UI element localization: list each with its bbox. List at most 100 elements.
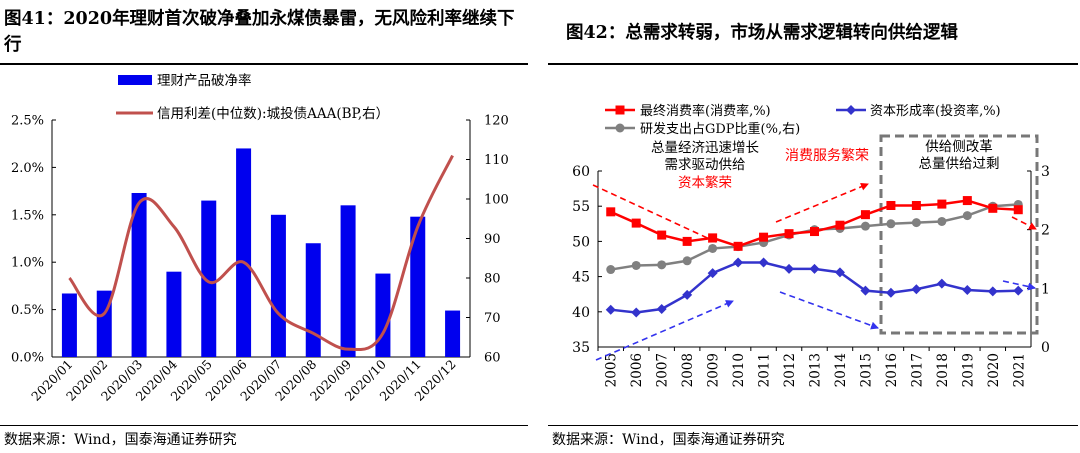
investment-marker-2020 [987, 286, 998, 297]
right-figure-title: 图42：总需求转弱，市场从需求逻辑转向供给逻辑 [566, 23, 958, 43]
left-y-tick-label: 2.0% [11, 161, 44, 176]
left-title-bold: 图41：2020 [4, 9, 113, 29]
investment-marker-2019 [962, 284, 973, 295]
investment-marker-2021 [1013, 285, 1024, 296]
rd-marker-2009 [708, 243, 718, 253]
rd-marker-2016 [886, 219, 896, 229]
rd-marker-2005 [606, 265, 616, 275]
legend-bar-label: 理财产品破净率 [157, 72, 252, 89]
rd-marker-2007 [657, 260, 667, 270]
rd-marker-2017 [911, 218, 921, 228]
right-y-tick-label: 120 [484, 114, 509, 129]
left-figure-panel: 图41：2020年理财首次破净叠加永煤债暴雷，无风险利率继续下行 0.0% 0.5… [0, 0, 530, 453]
investment-marker-2009 [707, 268, 718, 279]
right-source-note: 数据来源：Wind，国泰海通证券研究 [552, 432, 785, 448]
supply-reform-box [879, 134, 1039, 335]
right-y-tick-label: 3 [1041, 164, 1050, 180]
investment-marker-2016 [885, 287, 896, 298]
x-tick-label-2015: 2015 [858, 353, 874, 387]
x-tick-label-2010: 2010 [731, 353, 747, 387]
rd-marker-2018 [937, 216, 947, 226]
arrow-consumption-decline [592, 184, 717, 243]
right-title-rule [548, 63, 1078, 65]
bar-2020/11 [410, 216, 426, 357]
investment-marker-2010 [733, 257, 744, 268]
investment-marker-2013 [809, 263, 820, 274]
left-y-tick-label: 50 [572, 234, 590, 250]
arrow-consumption-end [1011, 216, 1037, 230]
legend-rd-label: 研发支出占GDP比重(%,右) [640, 121, 800, 137]
annotation-capital-boom: 资本繁荣 [678, 175, 732, 191]
x-tick-label-2019: 2019 [960, 353, 976, 387]
consumption-marker-2007 [657, 230, 667, 240]
investment-marker-2018 [936, 278, 947, 289]
x-tick-label-2014: 2014 [833, 353, 849, 387]
right-y-tick-label: 110 [484, 153, 509, 168]
left-source-note: 数据来源：Wind，国泰海通证券研究 [4, 432, 237, 448]
left-y-tick-label: 35 [572, 340, 590, 356]
investment-marker-2008 [682, 289, 693, 300]
left-y-tick-label: 2.5% [11, 114, 44, 129]
x-tick-label-2020: 2020 [986, 353, 1002, 387]
x-tick-label-2018: 2018 [935, 353, 951, 387]
consumption-marker-2012 [784, 229, 794, 239]
left-title-rule [0, 63, 528, 65]
x-tick-label-2012: 2012 [782, 353, 798, 387]
left-y-tick-label: 0.0% [11, 351, 44, 366]
right-y-tick-label: 1 [1041, 281, 1050, 297]
annotation-supply-reform: 供给侧改革 [925, 139, 993, 155]
bar-2020/07 [270, 214, 286, 357]
left-y-tick-label: 1.5% [11, 208, 44, 223]
investment-marker-2014 [834, 267, 845, 278]
consumption-marker-2005 [606, 207, 616, 217]
investment-marker-2012 [784, 263, 795, 274]
bar-2020/09 [340, 205, 356, 357]
legend-rd-marker [615, 123, 625, 133]
arrow-investment-rise [595, 300, 734, 361]
x-tick-label-2017: 2017 [909, 353, 925, 387]
right-y-tick-label: 0 [1041, 340, 1050, 356]
consumption-marker-2020 [988, 203, 998, 213]
rd-marker-2006 [631, 260, 641, 270]
right-y-tick-label: 70 [484, 311, 501, 326]
left-y-tick-label: 45 [572, 270, 590, 286]
left-chart: 0.0% 0.5% 1.0% 1.5% 2.0% 2.5% 60 70 80 90 100 110 12… [11, 72, 509, 404]
rd-marker-2019 [962, 211, 972, 221]
x-tick-label-2011: 2011 [757, 353, 773, 387]
x-tick-label-2008: 2008 [680, 353, 696, 387]
left-title-text: 年理财首次破净叠加永煤债暴雷，无风险利率继续下行 [4, 9, 515, 55]
bar-2020/01 [61, 293, 77, 357]
investment-marker-2015 [860, 285, 871, 296]
x-tick-label-2021: 2021 [1011, 353, 1027, 387]
left-y-tick-label: 55 [572, 199, 590, 215]
x-tick-label-2005: 2005 [604, 353, 620, 387]
right-y-tick-label: 100 [484, 193, 509, 208]
left-y-tick-label: 60 [572, 164, 590, 180]
consumption-marker-2018 [937, 199, 947, 209]
consumption-marker-2017 [911, 200, 921, 210]
legend-line-label: 信用利差(中位数):城投债AAA(BP,右） [157, 106, 389, 122]
consumption-marker-2013 [810, 227, 819, 237]
consumption-line [610, 199, 1019, 248]
consumption-marker-2016 [886, 200, 896, 210]
annotation-rapid-growth: 总量经济迅速增长 [651, 140, 759, 156]
investment-marker-2005 [605, 304, 616, 315]
consumption-marker-2011 [759, 232, 769, 242]
bar-2020/05 [201, 200, 217, 357]
consumption-marker-2021 [1013, 205, 1023, 215]
legend-investment-label: 资本形成率(投资率,%) [870, 103, 1001, 119]
left-y-tick-label: 1.0% [11, 256, 44, 271]
arrow-investment-decline [779, 291, 879, 330]
left-source-rule [0, 425, 528, 426]
annotation-consumption-boom: 消费服务繁荣 [785, 148, 869, 164]
investment-marker-2006 [631, 307, 642, 318]
right-y-tick-label: 90 [484, 232, 501, 247]
right-y-tick-label: 60 [484, 351, 501, 366]
consumption-marker-2014 [835, 220, 845, 230]
bar-2020/12 [445, 310, 461, 357]
bar-2020/10 [375, 273, 391, 357]
bar-2020/06 [236, 148, 252, 357]
legend-consumption-label: 最终消费率(消费率,%) [640, 103, 771, 119]
consumption-marker-2015 [860, 210, 870, 220]
investment-marker-2011 [758, 257, 769, 268]
